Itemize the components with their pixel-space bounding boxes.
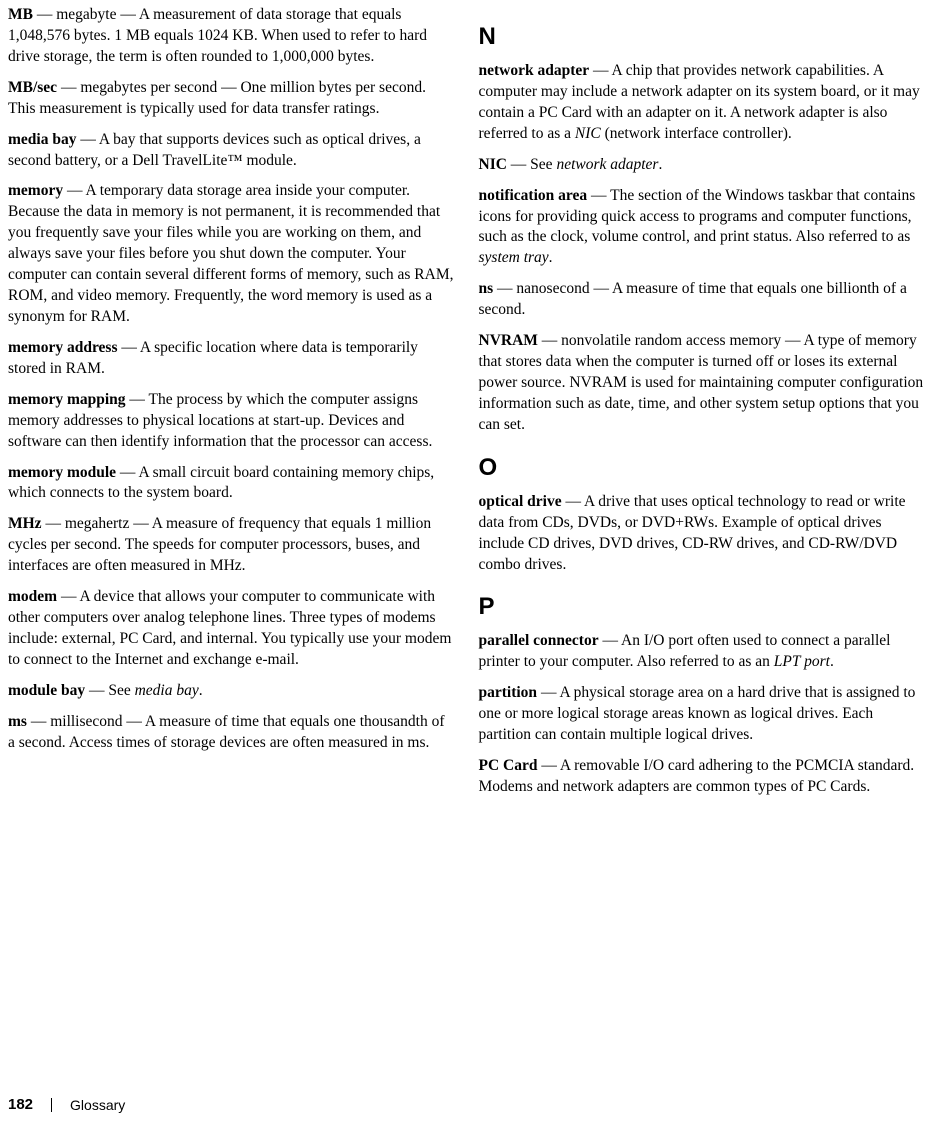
glossary-crossref: LPT port bbox=[774, 653, 830, 670]
glossary-page: MB — megabyte — A measurement of data st… bbox=[0, 5, 933, 808]
left-column: MB — megabyte — A measurement of data st… bbox=[8, 5, 455, 808]
glossary-crossref: NIC bbox=[575, 125, 601, 142]
section-letter: P bbox=[479, 593, 926, 621]
section-letter: O bbox=[479, 454, 926, 482]
glossary-term: optical drive bbox=[479, 493, 562, 510]
glossary-entry: MHz — megahertz — A measure of frequency… bbox=[8, 514, 455, 577]
glossary-term: MB/sec bbox=[8, 79, 57, 96]
glossary-definition: — See bbox=[507, 156, 557, 173]
glossary-entry: media bay — A bay that supports devices … bbox=[8, 130, 455, 172]
glossary-entry: MB — megabyte — A measurement of data st… bbox=[8, 5, 455, 68]
glossary-definition: . bbox=[199, 682, 203, 699]
glossary-entry: memory address — A specific location whe… bbox=[8, 338, 455, 380]
glossary-definition: — nonvolatile random access memory — A t… bbox=[479, 332, 924, 433]
right-column: Nnetwork adapter — A chip that provides … bbox=[479, 5, 926, 808]
glossary-entry: NVRAM — nonvolatile random access memory… bbox=[479, 331, 926, 436]
glossary-definition: (network interface controller). bbox=[601, 125, 792, 142]
section-letter: N bbox=[479, 23, 926, 51]
glossary-term: module bay bbox=[8, 682, 85, 699]
glossary-definition: — A device that allows your computer to … bbox=[8, 588, 451, 668]
glossary-term: MHz bbox=[8, 515, 42, 532]
glossary-entry: memory module — A small circuit board co… bbox=[8, 463, 455, 505]
glossary-definition: — millisecond — A measure of time that e… bbox=[8, 713, 445, 751]
glossary-entry: optical drive — A drive that uses optica… bbox=[479, 492, 926, 576]
glossary-entry: notification area — The section of the W… bbox=[479, 186, 926, 270]
glossary-entry: network adapter — A chip that provides n… bbox=[479, 61, 926, 145]
glossary-entry: modem — A device that allows your comput… bbox=[8, 587, 455, 671]
glossary-term: memory mapping bbox=[8, 391, 126, 408]
glossary-entry: module bay — See media bay. bbox=[8, 681, 455, 702]
glossary-term: NIC bbox=[479, 156, 507, 173]
glossary-term: MB bbox=[8, 6, 33, 23]
glossary-entry: ns — nanosecond — A measure of time that… bbox=[479, 279, 926, 321]
glossary-entry: NIC — See network adapter. bbox=[479, 155, 926, 176]
glossary-term: memory module bbox=[8, 464, 116, 481]
glossary-term: parallel connector bbox=[479, 632, 599, 649]
glossary-term: notification area bbox=[479, 187, 588, 204]
glossary-entry: PC Card — A removable I/O card adhering … bbox=[479, 756, 926, 798]
glossary-term: modem bbox=[8, 588, 57, 605]
glossary-term: NVRAM bbox=[479, 332, 538, 349]
glossary-entry: MB/sec — megabytes per second — One mill… bbox=[8, 78, 455, 120]
glossary-definition: . bbox=[658, 156, 662, 173]
page-footer: 182 Glossary bbox=[8, 1096, 125, 1113]
glossary-entry: partition — A physical storage area on a… bbox=[479, 683, 926, 746]
glossary-crossref: system tray bbox=[479, 249, 549, 266]
glossary-definition: — A removable I/O card adhering to the P… bbox=[479, 757, 915, 795]
footer-divider bbox=[51, 1098, 52, 1112]
glossary-entry: parallel connector — An I/O port often u… bbox=[479, 631, 926, 673]
glossary-definition: . bbox=[830, 653, 834, 670]
glossary-term: partition bbox=[479, 684, 538, 701]
glossary-entry: memory — A temporary data storage area i… bbox=[8, 181, 455, 327]
glossary-entry: ms — millisecond — A measure of time tha… bbox=[8, 712, 455, 754]
glossary-definition: — A physical storage area on a hard driv… bbox=[479, 684, 916, 743]
glossary-definition: — A temporary data storage area inside y… bbox=[8, 182, 454, 325]
glossary-term: PC Card bbox=[479, 757, 538, 774]
glossary-term: ms bbox=[8, 713, 27, 730]
glossary-entry: memory mapping — The process by which th… bbox=[8, 390, 455, 453]
glossary-crossref: network adapter bbox=[556, 156, 658, 173]
glossary-crossref: media bay bbox=[135, 682, 199, 699]
glossary-term: ns bbox=[479, 280, 494, 297]
page-number: 182 bbox=[8, 1096, 33, 1113]
glossary-term: network adapter bbox=[479, 62, 590, 79]
glossary-definition: — megabytes per second — One million byt… bbox=[8, 79, 426, 117]
glossary-term: media bay bbox=[8, 131, 76, 148]
glossary-definition: — megabyte — A measurement of data stora… bbox=[8, 6, 427, 65]
glossary-definition: — megahertz — A measure of frequency tha… bbox=[8, 515, 431, 574]
glossary-term: memory address bbox=[8, 339, 118, 356]
glossary-definition: — nanosecond — A measure of time that eq… bbox=[479, 280, 907, 318]
glossary-definition: . bbox=[549, 249, 553, 266]
glossary-definition: — See bbox=[85, 682, 135, 699]
glossary-term: memory bbox=[8, 182, 63, 199]
footer-label: Glossary bbox=[70, 1097, 125, 1113]
